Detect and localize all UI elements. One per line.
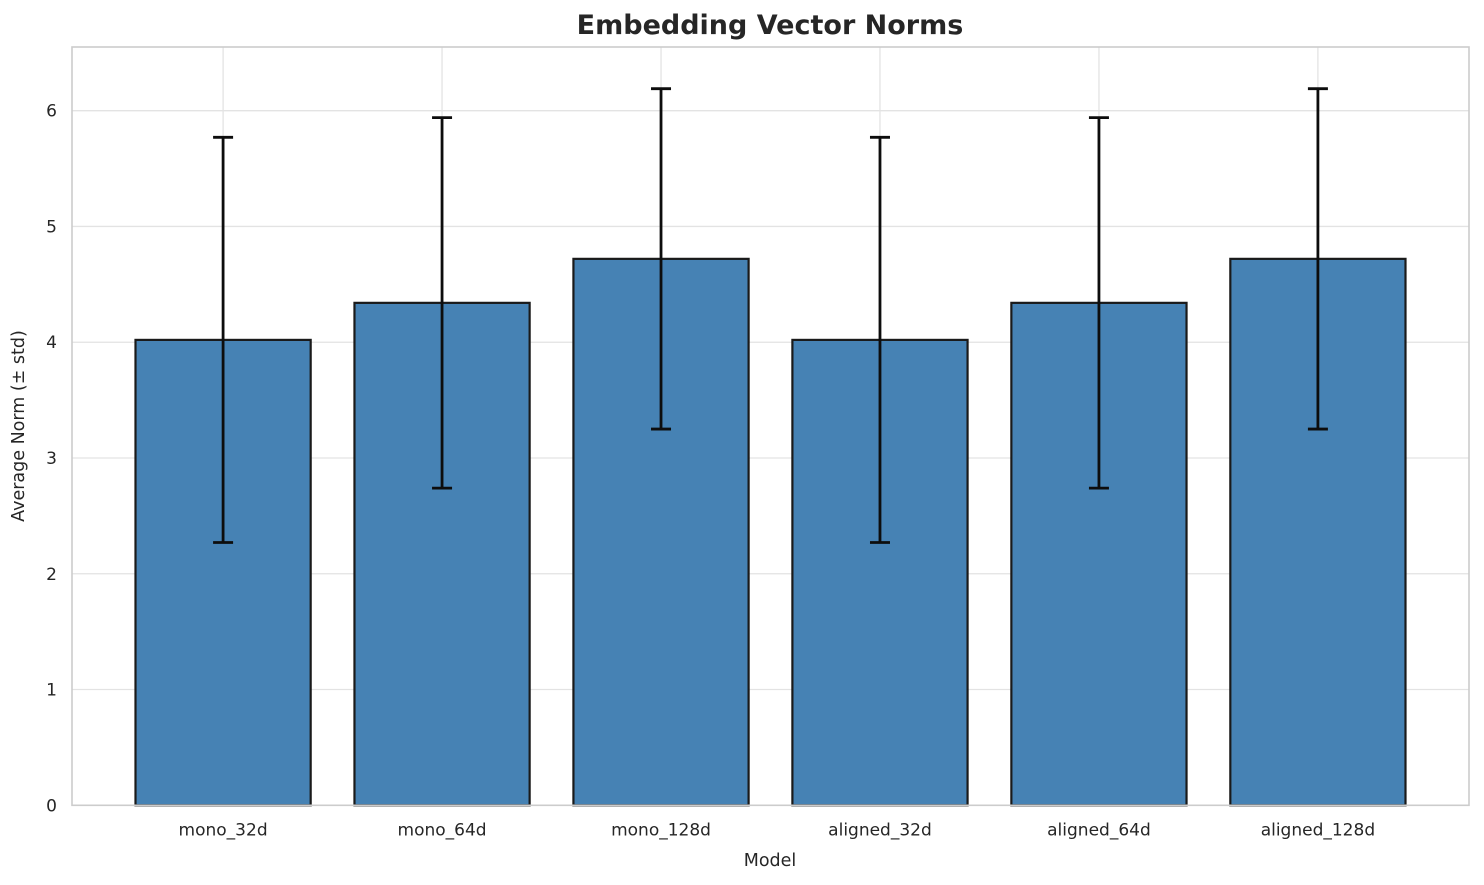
tick-labels-layer: 0 1 2 3 4 5 6 mono_32d mono_64d mono_128d aligned_… <box>46 102 1375 841</box>
y-tick-label: 6 <box>46 102 57 122</box>
y-tick-label: 0 <box>46 796 57 816</box>
x-tick-label: mono_32d <box>179 820 268 840</box>
y-tick-label: 1 <box>46 681 57 701</box>
y-tick-label: 3 <box>46 449 57 469</box>
y-axis-label: Average Norm (± std) <box>9 330 29 522</box>
plot-frame <box>71 46 1470 807</box>
x-tick-label: mono_128d <box>611 820 711 840</box>
error-bars-layer <box>213 87 1328 544</box>
x-tick-label: aligned_64d <box>1047 820 1151 840</box>
x-tick-label: aligned_128d <box>1261 820 1375 840</box>
y-tick-label: 5 <box>46 217 57 237</box>
y-tick-label: 2 <box>46 565 57 585</box>
x-axis-label: Model <box>744 851 797 871</box>
bars-layer <box>134 257 1407 807</box>
y-tick-label: 4 <box>46 333 57 353</box>
x-tick-label: aligned_32d <box>828 820 932 840</box>
chart-title: Embedding Vector Norms <box>577 10 964 41</box>
x-tick-label: mono_64d <box>398 820 487 840</box>
